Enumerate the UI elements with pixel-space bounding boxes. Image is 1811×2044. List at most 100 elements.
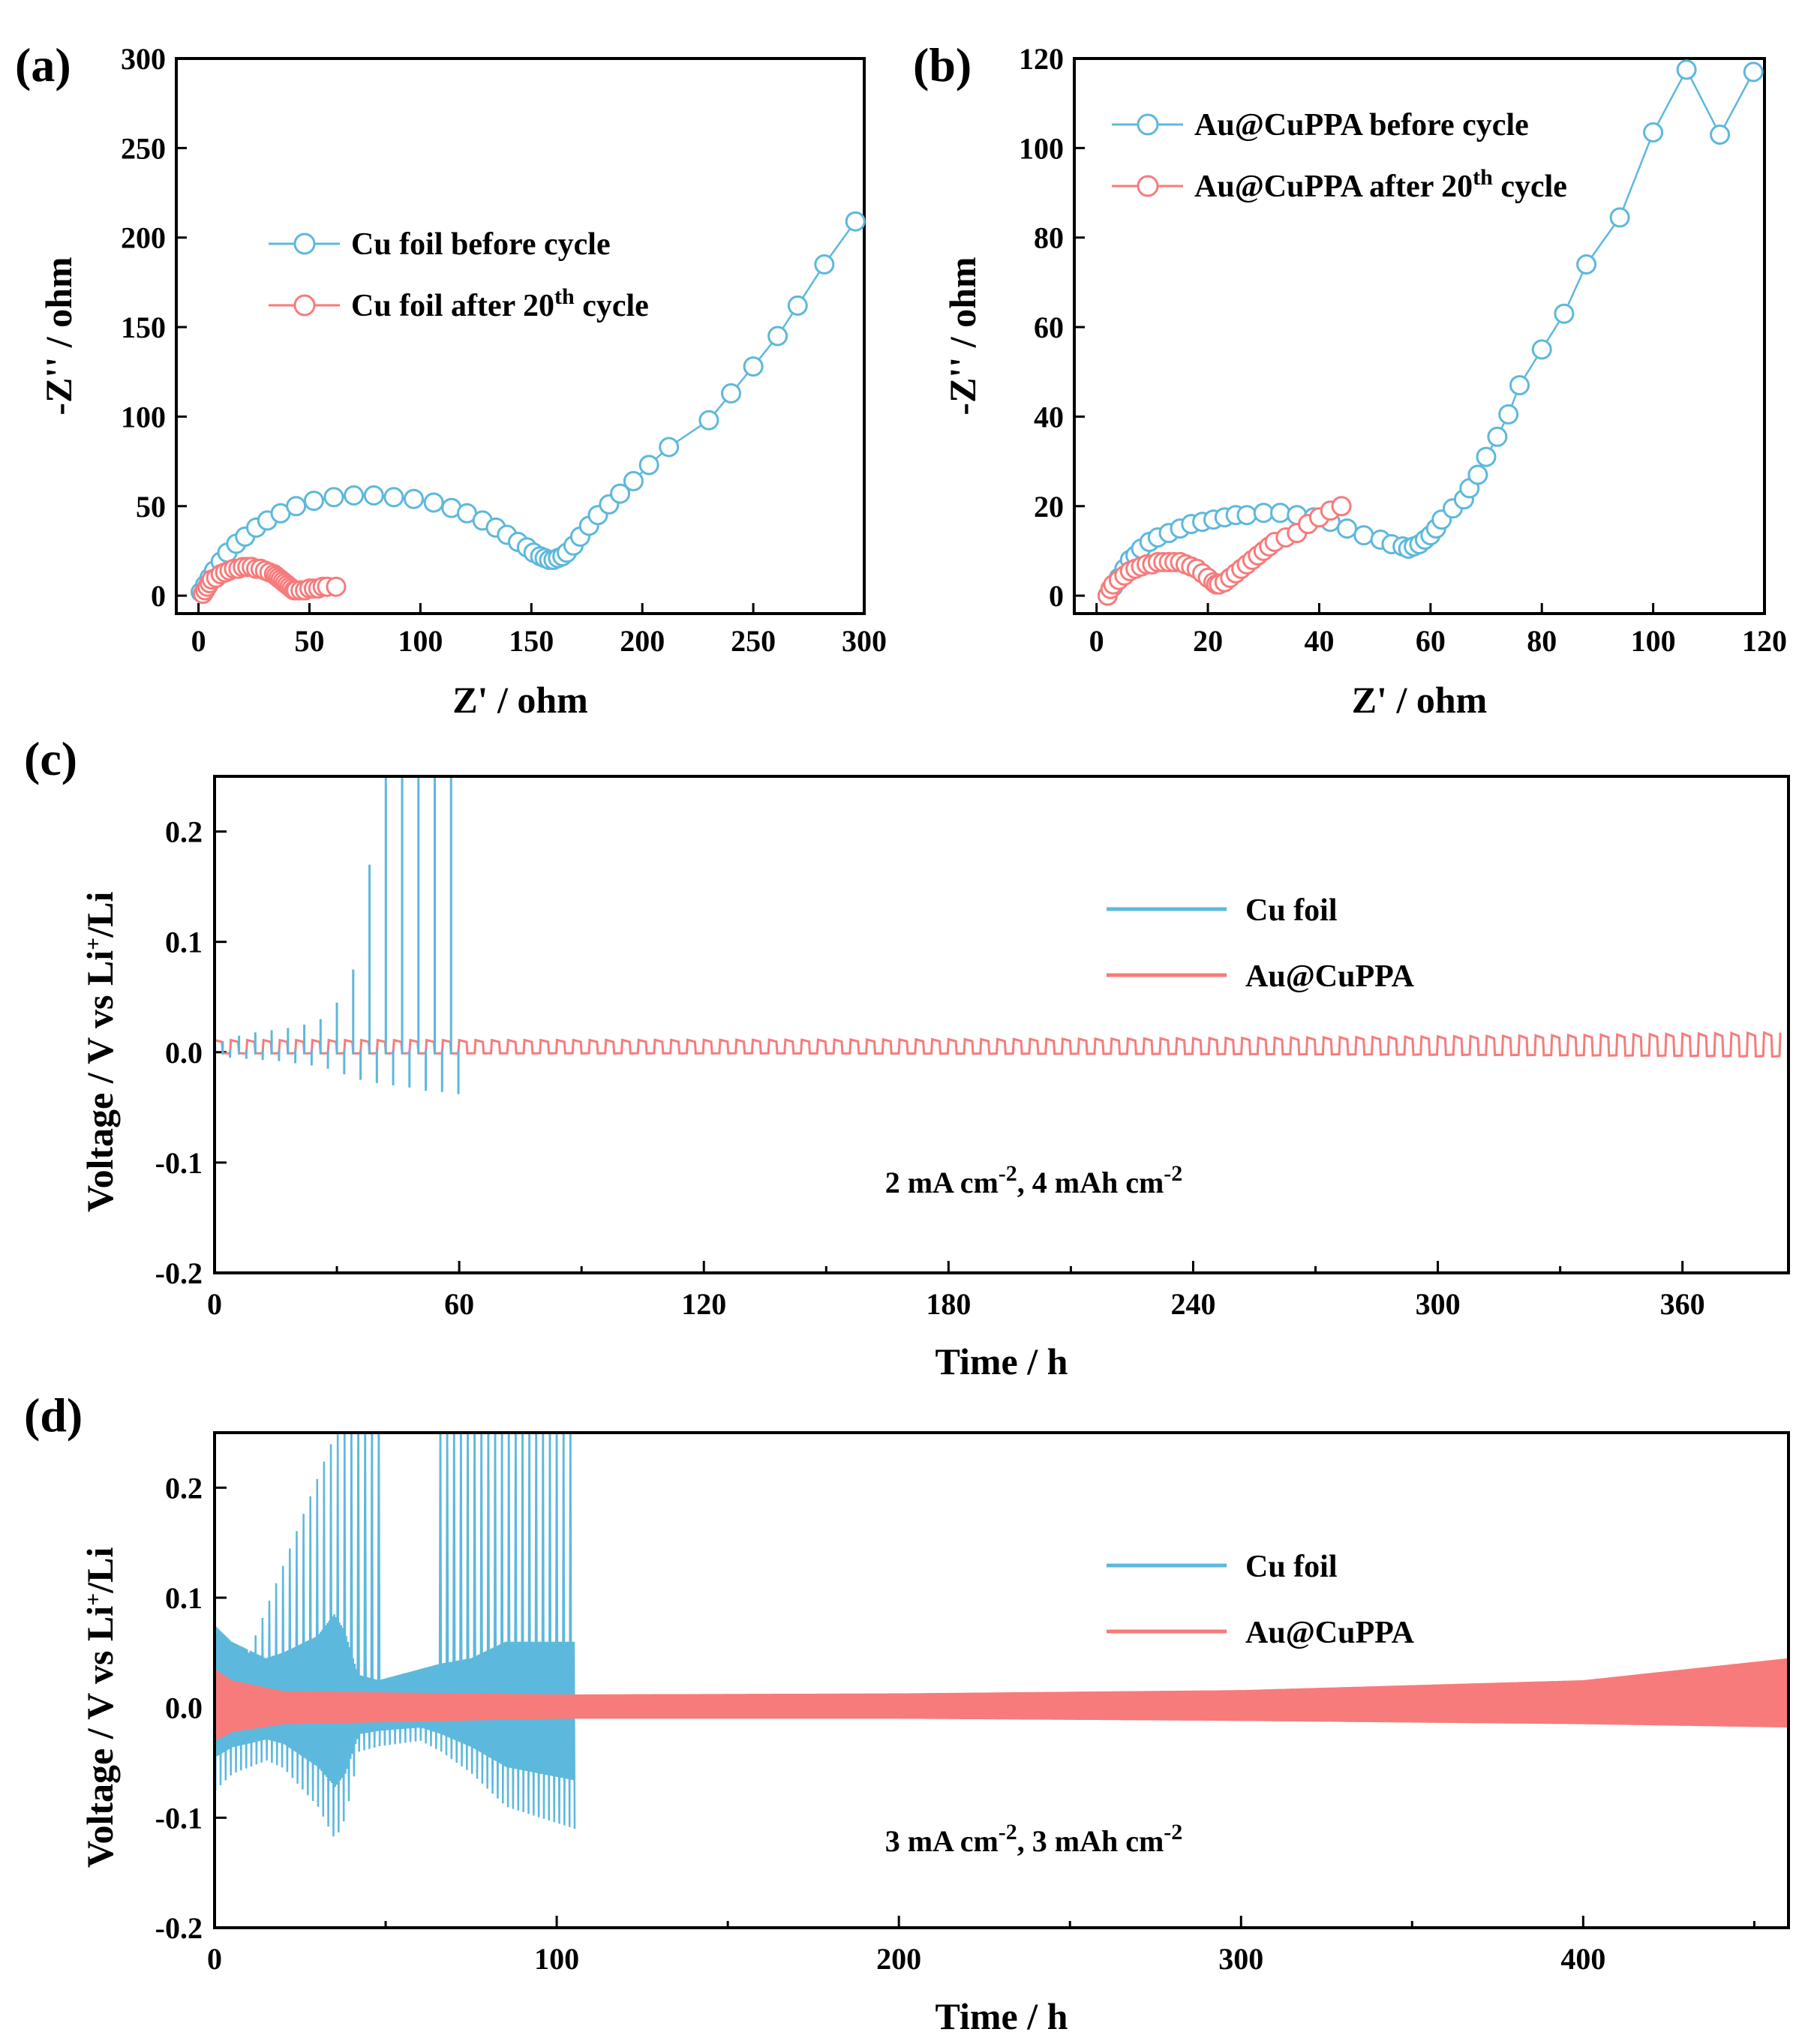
series-cu-foil-d — [215, 1433, 576, 1837]
condition-annotation-c-sup: -2 — [1164, 1161, 1182, 1186]
panel-a-eis-cu-foil: 0 50 100 150 200 250 300 0 50 100 150 200 250 300 Z' /… — [15, 38, 887, 721]
y-tick-label-c: 0.0 — [165, 1036, 203, 1070]
plot-frame-d — [213, 1431, 1790, 1929]
legend-label-b-0: Au@CuPPA before cycle — [1194, 108, 1529, 143]
x-tick-label-c: 180 — [926, 1287, 971, 1321]
y-tick-label-b: 20 — [1034, 490, 1064, 524]
data-point-b-0 — [1236, 505, 1257, 526]
legend-label-a-1: Cu foil after 20th cycle — [351, 284, 649, 324]
legend-marker-b-0 — [1137, 113, 1159, 136]
data-point-b-0 — [1576, 254, 1597, 275]
data-point-b-0 — [1609, 207, 1630, 228]
panel-label-b: (b) — [913, 38, 972, 92]
data-point-a-0 — [638, 455, 659, 476]
data-point-b-0 — [1270, 503, 1290, 524]
legend-label-b-1-sup: th — [1473, 165, 1493, 190]
y-axis-label-c-part: /Li — [79, 891, 121, 938]
y-axis-label-c-part: Voltage / V vs Li — [79, 950, 121, 1212]
legend-label-b-0-part: Au@CuPPA before cycle — [1194, 108, 1529, 143]
y-tick-label-b: 40 — [1034, 400, 1064, 434]
legend-label-c-0: Cu foil — [1245, 893, 1338, 928]
x-axis-label-a: Z' / ohm — [452, 679, 588, 721]
x-tick-label-d: 400 — [1560, 1942, 1605, 1976]
data-point-a-0 — [383, 487, 404, 508]
legend-label-a-1-part: Cu foil after 20 — [351, 289, 554, 323]
y-tick-label-d: 0.0 — [165, 1691, 203, 1725]
plot-frame-c — [213, 775, 1790, 1274]
legend-label-d-1: Au@CuPPA — [1245, 1616, 1415, 1650]
x-tick-label-b: 60 — [1416, 624, 1446, 658]
panel-label-c: (c) — [24, 732, 77, 785]
condition-annotation-c-sup: -2 — [999, 1161, 1017, 1186]
y-axis-label-c-sup: + — [81, 938, 106, 950]
y-tick-label-a: 300 — [121, 42, 166, 76]
x-tick-label-b: 120 — [1742, 624, 1787, 658]
data-point-a-0 — [787, 295, 808, 316]
y-tick-label-c: 0.2 — [165, 815, 203, 849]
data-point-b-0 — [1498, 404, 1519, 425]
data-point-a-0 — [323, 487, 344, 508]
data-point-a-1 — [326, 576, 347, 597]
data-point-b-0 — [1554, 303, 1575, 324]
data-point-b-0 — [1643, 122, 1664, 143]
data-point-a-0 — [363, 485, 384, 506]
x-tick-label-c: 240 — [1170, 1287, 1215, 1321]
data-point-a-0 — [623, 470, 644, 491]
data-point-a-0 — [404, 488, 424, 509]
x-tick-label-b: 100 — [1631, 624, 1676, 658]
series-au-cuppa-d — [215, 1658, 1788, 1741]
x-tick-label-c: 60 — [444, 1287, 474, 1321]
x-tick-label-a: 100 — [398, 624, 443, 658]
y-tick-label-b: 0 — [1049, 579, 1064, 613]
legend-label-d-0: Cu foil — [1245, 1550, 1338, 1584]
y-tick-label-c: -0.1 — [155, 1146, 203, 1180]
condition-annotation-d-sup: -2 — [1164, 1820, 1182, 1844]
x-axis-label-d: Time / h — [936, 1995, 1068, 2037]
panel-d-voltage-3ma: 0 100 200 300 400 -0.2 -0.1 0.0 0.1 0.2 Time / h Vo… — [24, 1388, 1790, 2037]
x-tick-label-c: 300 — [1416, 1287, 1461, 1321]
legend-marker-b-1 — [1137, 175, 1159, 197]
data-point-b-0 — [1531, 339, 1552, 360]
legend-label-c-1: Au@CuPPA — [1245, 959, 1415, 994]
panel-b-eis-au-cuppa: 0 20 40 60 80 100 120 0 20 40 60 80 100 120 Z' / ohm -Z… — [913, 38, 1787, 721]
data-point-b-0 — [1487, 426, 1508, 447]
condition-annotation-c-part: , 4 mAh cm — [1017, 1166, 1164, 1199]
series-cu-foil-c — [221, 776, 460, 1094]
y-tick-label-a: 0 — [151, 579, 166, 613]
series-layer-d — [215, 1433, 1788, 1837]
y-axis-label-d-part: Voltage / V vs Li — [79, 1606, 121, 1868]
data-point-a-0 — [610, 483, 631, 504]
data-point-b-1 — [1331, 496, 1352, 517]
data-point-a-0 — [698, 410, 719, 431]
x-tick-label-a: 200 — [620, 624, 665, 658]
condition-annotation-c-part: 2 mA cm — [885, 1166, 999, 1199]
x-tick-label-b: 0 — [1089, 624, 1104, 658]
plot-frame-b — [1073, 57, 1766, 615]
x-axis-label-b: Z' / ohm — [1352, 679, 1488, 721]
y-axis-label-d-part: /Li — [79, 1547, 121, 1593]
panel-c-voltage-2ma: 0 60 120 180 240 300 360 -0.2 -0.1 0.0 0.1 0.2 Time … — [24, 732, 1790, 1382]
plot-frame-a — [175, 57, 866, 615]
data-point-a-0 — [423, 492, 444, 513]
data-point-b-0 — [1676, 59, 1697, 80]
data-point-b-0 — [1353, 525, 1374, 546]
y-tick-label-d: -0.1 — [155, 1801, 203, 1835]
y-axis-label-a: -Z'' / ohm — [38, 257, 80, 415]
y-tick-label-b: 120 — [1019, 42, 1064, 76]
data-point-b-0 — [1467, 464, 1488, 485]
x-tick-label-c: 120 — [681, 1287, 726, 1321]
y-tick-label-c: 0.1 — [165, 926, 203, 959]
x-tick-label-d: 100 — [534, 1942, 579, 1976]
data-point-a-0 — [814, 254, 835, 275]
data-point-a-0 — [286, 496, 307, 517]
y-axis-label-b: -Z'' / ohm — [942, 257, 984, 415]
data-point-a-0 — [743, 356, 764, 377]
x-tick-label-a: 150 — [509, 624, 554, 658]
x-tick-label-b: 40 — [1304, 624, 1334, 658]
y-tick-label-a: 200 — [121, 221, 166, 255]
y-axis-label-c: Voltage / V vs Li+/Li — [79, 891, 121, 1212]
condition-annotation-d-sup: -2 — [999, 1820, 1017, 1844]
x-tick-label-a: 50 — [294, 624, 324, 658]
y-tick-label-b: 80 — [1034, 221, 1064, 255]
